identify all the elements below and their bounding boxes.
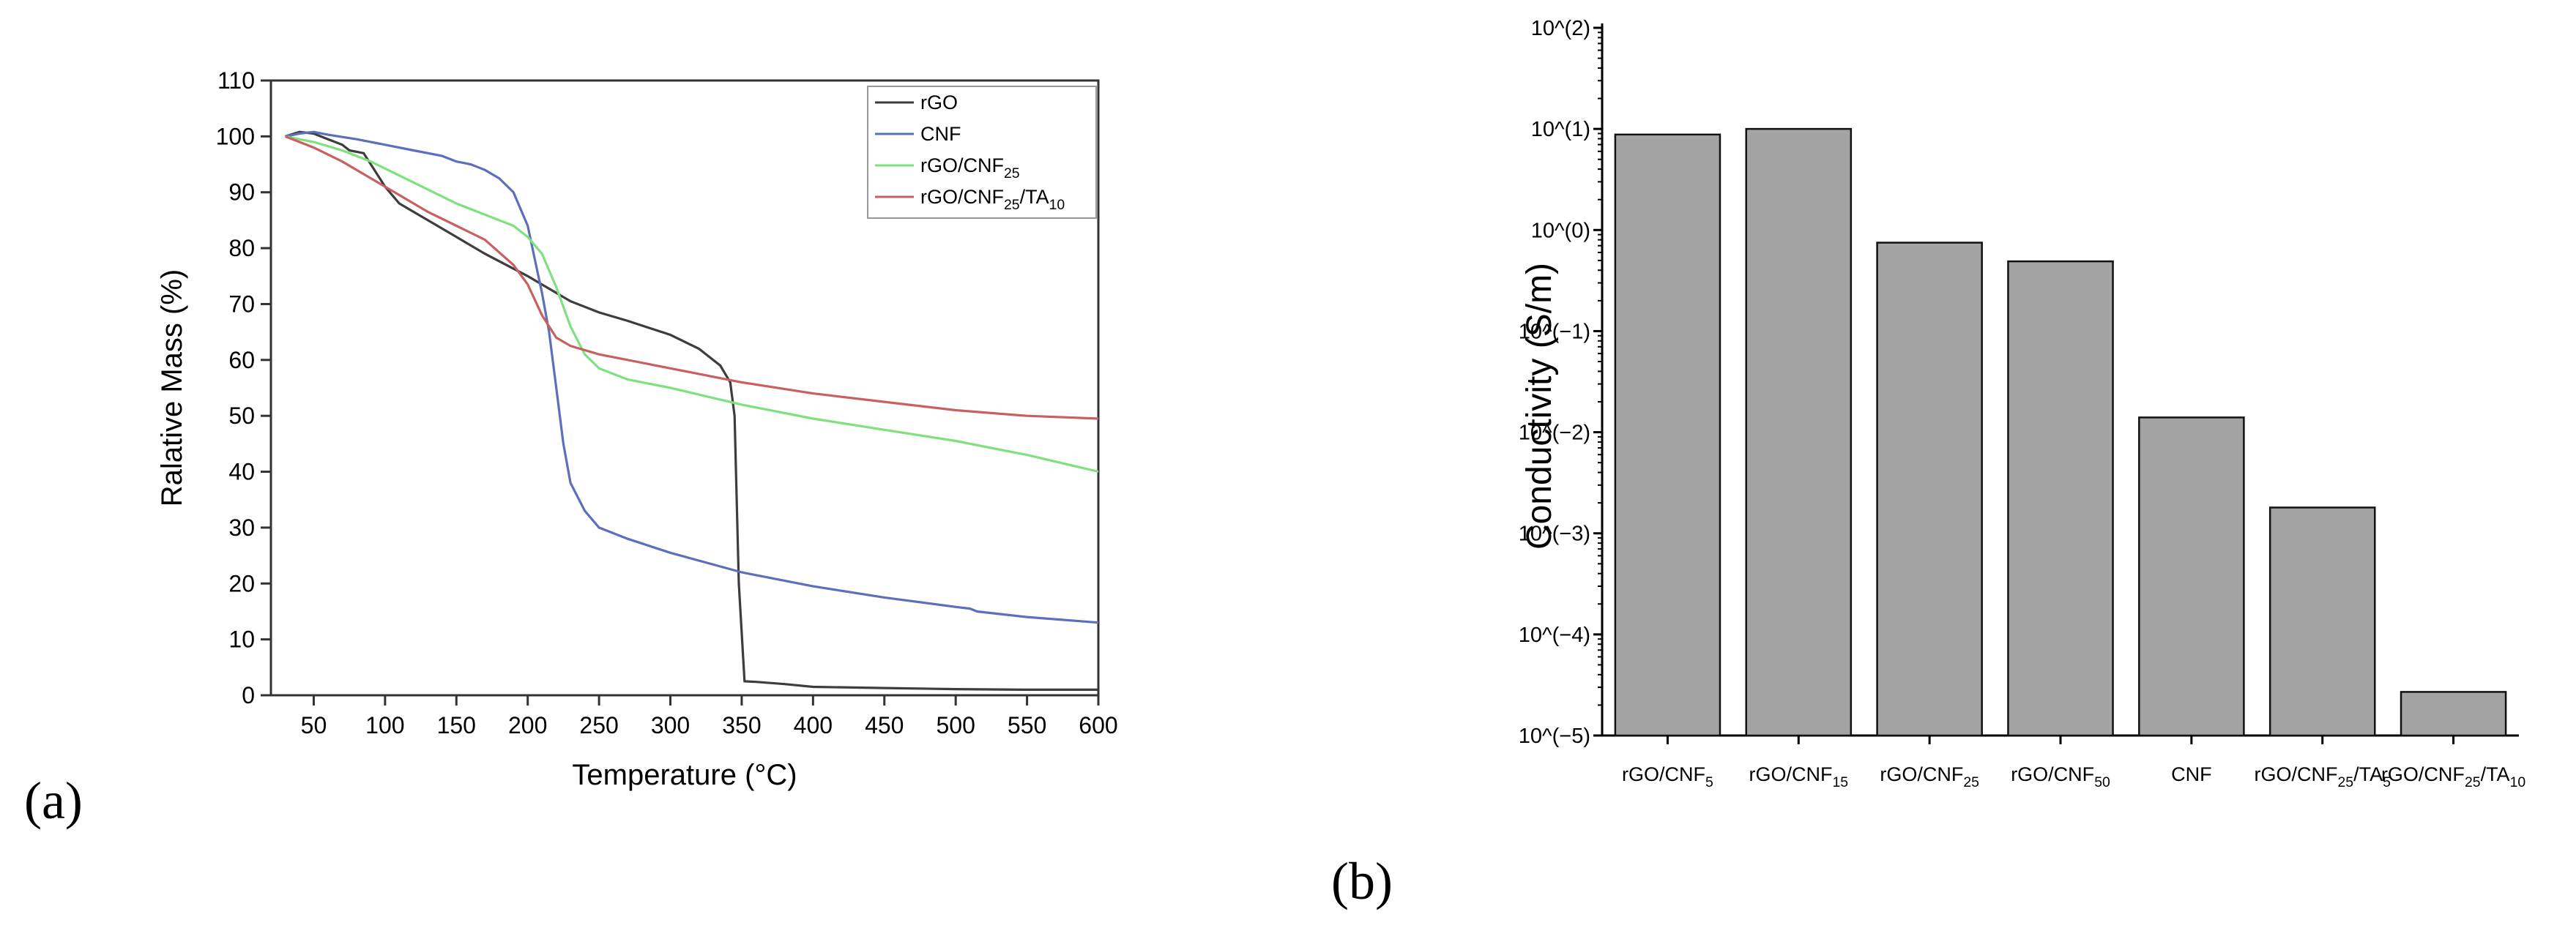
bar <box>2138 416 2245 737</box>
series-line-cnf <box>285 130 1099 624</box>
x-tick-label: 250 <box>579 712 618 738</box>
series-line-rgo-cnf25-ta10 <box>284 135 1099 420</box>
x-tick-label: rGO/CNF15 <box>1749 763 1848 790</box>
chart-a: 50 100 150 200 250 300 350 400 450 500 550 600 0 10 20… <box>156 67 1118 791</box>
chart-a-plot-frame <box>269 79 1100 697</box>
chart-b-xticks: rGO/CNF5 rGO/CNF15 rGO/CNF25 rGO/CNF50 CNF rG… <box>1622 736 2525 790</box>
x-tick-label: 200 <box>508 712 547 738</box>
y-tick-label: 60 <box>228 347 255 373</box>
y-tick-label: 40 <box>228 459 255 485</box>
bar <box>2400 691 2507 737</box>
y-tick-label: 10^(−3) <box>1519 523 1590 546</box>
bar <box>1876 242 1983 737</box>
y-tick-label: 10^(2) <box>1531 17 1590 40</box>
bar <box>2268 506 2376 737</box>
legend-entry: CNF <box>920 123 961 145</box>
x-tick-label: rGO/CNF50 <box>2011 763 2110 790</box>
x-tick-label: 450 <box>865 712 904 738</box>
chart-a-legend: rGO CNF rGO/CNF25 rGO/CNF25/TA10 <box>867 86 1097 219</box>
chart-a-xlabel: Temperature (°C) <box>572 759 797 791</box>
y-tick-label: 0 <box>242 682 255 708</box>
y-tick-label: 10^(1) <box>1531 118 1590 141</box>
x-tick-label: 550 <box>1008 712 1046 738</box>
y-tick-label: 20 <box>228 570 255 596</box>
x-tick-label: 600 <box>1079 712 1117 738</box>
y-tick-label: 10^(−2) <box>1519 422 1590 445</box>
bar <box>2007 260 2114 737</box>
chart-b: 10^(2) 10^(1) 10^(0) 10^(−1) 10^(−2) 10^(−3) 1… <box>1519 17 2526 790</box>
x-tick-label: rGO/CNF25/TA10 <box>2381 763 2525 790</box>
x-tick-label: 300 <box>651 712 690 738</box>
x-tick-label: 50 <box>301 712 327 738</box>
chart-b-bars <box>1614 127 2507 737</box>
y-tick-label: 30 <box>228 514 255 541</box>
x-tick-label: 100 <box>365 712 404 738</box>
panel-label-a: (a) <box>24 771 83 830</box>
y-tick-label: 10^(0) <box>1531 219 1590 242</box>
x-tick-label: rGO/CNF25 <box>1880 763 1979 790</box>
series-line-rgo-cnf25 <box>285 135 1099 474</box>
y-tick-label: 10^(−5) <box>1519 725 1590 748</box>
x-tick-label: CNF <box>2171 763 2212 785</box>
legend-entry: rGO <box>920 91 958 113</box>
chart-a-ticks: 50 100 150 200 250 300 350 400 450 500 550 600 0 10 20… <box>216 67 1118 738</box>
y-tick-label: 70 <box>228 291 255 317</box>
x-tick-label: rGO/CNF5 <box>1622 763 1713 790</box>
bar <box>1614 133 1721 737</box>
y-tick-label: 10^(−4) <box>1519 624 1590 647</box>
chart-b-ylabel: Conductivity (S/m) <box>1520 263 1559 550</box>
x-tick-label: 400 <box>794 712 833 738</box>
x-tick-label: rGO/CNF25/TA5 <box>2254 763 2390 790</box>
panel-label-b: (b) <box>1331 852 1393 910</box>
x-tick-label: 350 <box>722 712 761 738</box>
y-tick-label: 110 <box>217 67 255 94</box>
chart-a-series <box>284 130 1099 691</box>
x-tick-label: 150 <box>437 712 476 738</box>
x-tick-label: 500 <box>936 712 975 738</box>
legend-entry: rGO/CNF25/TA10 <box>920 186 1065 213</box>
y-tick-label: 80 <box>228 235 255 261</box>
y-tick-label: 10 <box>228 626 255 653</box>
chart-a-ylabel: Ralative Mass (%) <box>156 269 188 507</box>
y-tick-label: 100 <box>216 123 255 149</box>
y-tick-label: 90 <box>228 179 255 206</box>
bar <box>1745 127 1853 737</box>
series-line-rgo <box>285 130 1098 691</box>
y-tick-label: 50 <box>228 403 255 429</box>
y-tick-label: 10^(−1) <box>1519 320 1590 343</box>
legend-entry: rGO/CNF25 <box>920 154 1020 182</box>
